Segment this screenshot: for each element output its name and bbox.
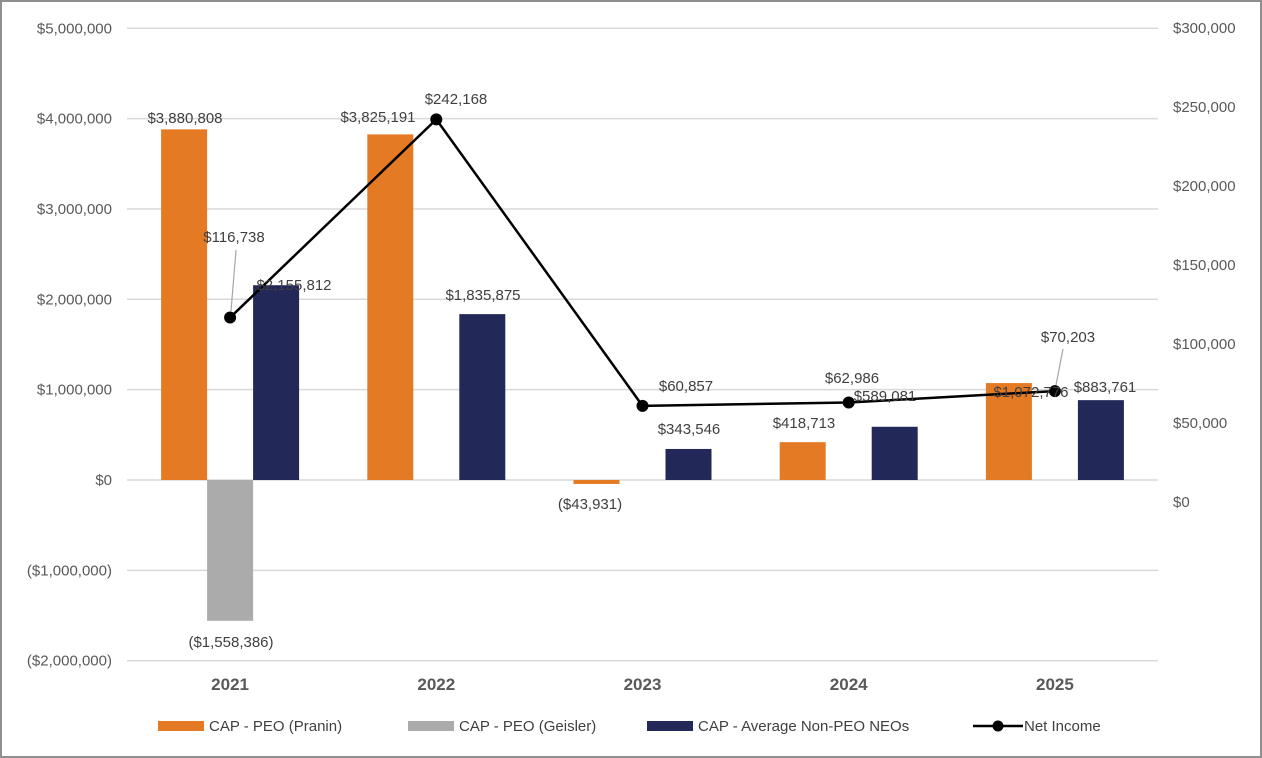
bars — [161, 129, 1124, 621]
left-axis-tick-label: $3,000,000 — [37, 201, 112, 218]
bar-cap-peo-pranin--2023 — [573, 480, 620, 484]
right-axis-tick-label: $0 — [1173, 494, 1190, 511]
bar-data-label: $418,713 — [773, 415, 836, 432]
bar-data-label: $1,072,776 — [993, 384, 1068, 401]
bar-data-label: ($43,931) — [558, 496, 622, 513]
legend: CAP - PEO (Pranin) CAP - PEO (Geisler) CAP… — [158, 718, 1101, 735]
bar-cap-peo-pranin--2021 — [161, 129, 208, 480]
left-axis-tick-label: $1,000,000 — [37, 382, 112, 399]
bar-data-label: $589,081 — [854, 388, 917, 405]
bar-cap-peo-pranin--2024 — [779, 442, 826, 480]
category-labels: 2021 2022 2023 2024 2025 — [211, 675, 1074, 694]
left-axis-tick-label: $0 — [95, 472, 112, 489]
left-axis-tick-label: $2,000,000 — [37, 291, 112, 308]
legend-swatch-marker — [992, 720, 1004, 732]
net-income-marker-2025 — [1048, 385, 1061, 398]
right-axis-tick-label: $250,000 — [1173, 99, 1236, 116]
bar-data-label: $3,825,191 — [340, 109, 415, 126]
right-axis-tick-label: $300,000 — [1173, 20, 1236, 37]
net-income-marker-2021 — [224, 311, 237, 324]
legend-swatch — [647, 721, 693, 731]
right-axis-tick-label: $150,000 — [1173, 257, 1236, 274]
net-income-marker-2023 — [636, 399, 649, 412]
legend-label: Net Income — [1024, 718, 1101, 735]
left-axis-tick-label: $5,000,000 — [37, 20, 112, 37]
bar-cap-average-non-peo-neos-2025 — [1077, 400, 1124, 480]
bar-cap-peo-geisler--2021 — [207, 480, 254, 621]
bar-cap-peo-pranin--2022 — [367, 134, 414, 481]
net-income-polyline — [229, 118, 1055, 408]
legend-label: CAP - Average Non-PEO NEOs — [698, 718, 909, 735]
line-data-label: $60,857 — [659, 378, 713, 395]
right-axis-ticks: $300,000 $250,000 $200,000 $150,000 $100,000… — [1173, 20, 1236, 511]
bar-data-label: $2,155,812 — [256, 277, 331, 294]
category-label: 2025 — [1036, 675, 1074, 694]
net-income-marker-2024 — [842, 396, 855, 409]
legend-swatch — [408, 721, 454, 731]
bar-data-label: $343,546 — [658, 421, 721, 438]
leader-line — [230, 249, 237, 312]
right-axis-tick-label: $100,000 — [1173, 336, 1236, 353]
bar-data-label: $1,835,875 — [445, 287, 520, 304]
bar-data-label: $883,761 — [1074, 379, 1137, 396]
category-label: 2024 — [830, 675, 868, 694]
leader-lines — [230, 249, 1064, 386]
line-data-label: $70,203 — [1041, 329, 1095, 346]
category-label: 2022 — [417, 675, 455, 694]
legend-label: CAP - PEO (Pranin) — [209, 718, 342, 735]
left-axis-ticks: $5,000,000 $4,000,000 $3,000,000 $2,000,000… — [27, 20, 112, 669]
leader-line — [1055, 348, 1064, 386]
right-axis-tick-label: $200,000 — [1173, 178, 1236, 195]
right-axis-tick-label: $50,000 — [1173, 415, 1227, 432]
legend-label: CAP - PEO (Geisler) — [459, 718, 596, 735]
data-labels: $3,880,808 $3,825,191 ($43,931) $418,713 $1,… — [147, 91, 1136, 651]
line-data-label: $116,738 — [203, 229, 264, 246]
bar-cap-average-non-peo-neos-2023 — [665, 448, 712, 480]
legend-swatch — [158, 721, 204, 731]
bar-data-label: ($1,558,386) — [188, 634, 273, 651]
left-axis-tick-label: $4,000,000 — [37, 111, 112, 128]
net-income-line — [224, 113, 1061, 412]
bar-cap-average-non-peo-neos-2024 — [871, 426, 918, 480]
left-axis-tick-label: ($2,000,000) — [27, 653, 112, 670]
line-data-label: $242,168 — [425, 91, 488, 108]
net-income-marker-2022 — [430, 113, 443, 126]
bar-cap-peo-pranin--2025 — [985, 383, 1032, 480]
bar-cap-average-non-peo-neos-2021 — [253, 285, 300, 480]
left-axis-tick-label: ($1,000,000) — [27, 562, 112, 579]
bar-cap-average-non-peo-neos-2022 — [459, 314, 506, 480]
bar-data-label: $3,880,808 — [147, 110, 222, 127]
line-data-label: $62,986 — [825, 370, 879, 387]
category-label: 2023 — [624, 675, 662, 694]
category-label: 2021 — [211, 675, 249, 694]
